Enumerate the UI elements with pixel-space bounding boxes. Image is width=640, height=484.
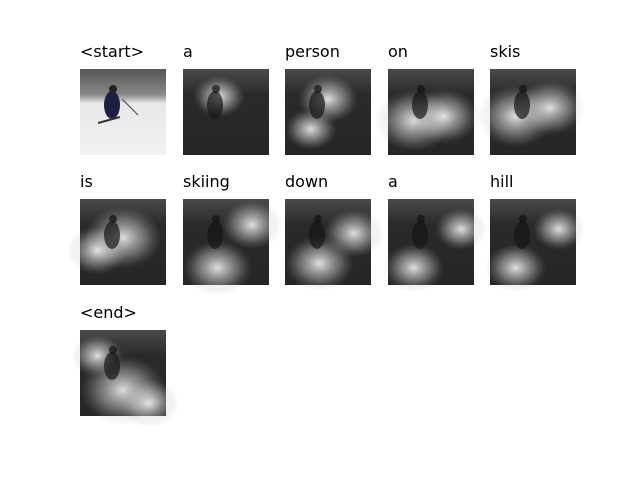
skier — [104, 91, 120, 119]
word-label: skis — [490, 42, 520, 61]
attention-tile: person — [285, 42, 371, 155]
attention-highlight — [118, 379, 179, 428]
word-label: is — [80, 172, 93, 191]
skier-head — [109, 85, 117, 93]
skier — [412, 91, 428, 119]
attention-highlight — [383, 243, 444, 292]
skier-head — [314, 85, 322, 93]
skier-head — [417, 85, 425, 93]
word-label: skiing — [183, 172, 230, 191]
skier — [412, 221, 428, 249]
attention-tile: skis — [477, 42, 585, 155]
attention-tile: <start> — [80, 42, 166, 155]
skier — [514, 221, 530, 249]
skier-head — [519, 85, 527, 93]
attention-highlight — [533, 208, 585, 250]
skier-head — [212, 85, 220, 93]
skier — [514, 91, 530, 119]
attention-tile: skiing — [183, 172, 282, 296]
attention-tile: on — [375, 42, 479, 155]
skier — [207, 91, 223, 119]
skier-head — [314, 215, 322, 223]
skier — [104, 221, 120, 249]
attention-highlight — [221, 200, 282, 249]
word-label: <start> — [80, 42, 144, 61]
attention-tile: a — [383, 172, 487, 292]
skier — [207, 221, 223, 249]
word-label: hill — [490, 172, 513, 191]
attention-highlight — [183, 240, 252, 296]
word-label: person — [285, 42, 340, 61]
attention-tile: is — [67, 172, 166, 285]
source-image — [80, 69, 166, 155]
word-label: down — [285, 172, 328, 191]
skier-head — [417, 215, 425, 223]
skier-head — [109, 215, 117, 223]
attention-highlight — [285, 108, 337, 150]
skier — [104, 352, 120, 380]
attention-highlight — [515, 80, 585, 136]
skier-head — [519, 215, 527, 223]
attention-highlight — [323, 209, 384, 258]
skier-head — [212, 215, 220, 223]
attention-highlight — [485, 243, 546, 292]
word-label: a — [183, 42, 193, 61]
pole — [121, 98, 139, 116]
attention-tile: <end> — [71, 303, 179, 428]
attention-tile: a — [183, 42, 269, 155]
attention-tile: hill — [485, 172, 585, 292]
word-label: on — [388, 42, 408, 61]
skier-head — [109, 346, 117, 354]
ski — [97, 116, 121, 124]
attention-tile: down — [285, 172, 384, 292]
skier — [309, 221, 325, 249]
attention-highlight — [435, 208, 487, 250]
word-label: a — [388, 172, 398, 191]
word-label: <end> — [80, 303, 137, 322]
skier — [309, 91, 325, 119]
